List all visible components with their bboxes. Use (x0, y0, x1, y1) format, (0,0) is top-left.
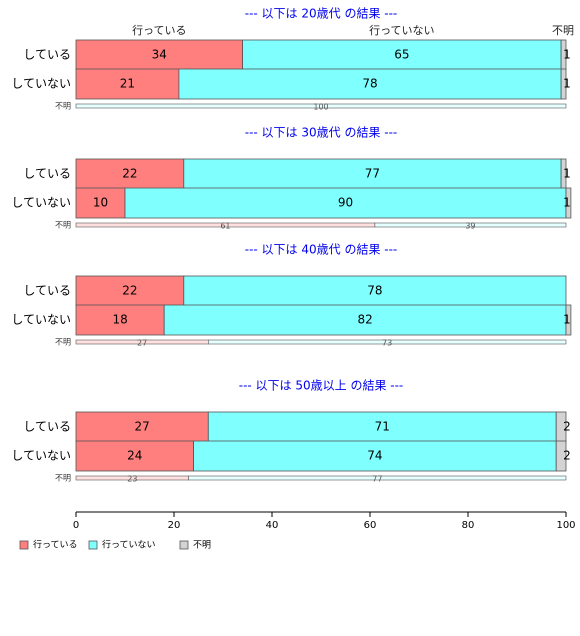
bar-label-1-1-0: 10 (93, 196, 108, 210)
bar-label-2-2-1: 73 (382, 339, 392, 348)
bar-segment-1-1-2 (565, 187, 572, 219)
row-label-0-2: 不明 (55, 102, 71, 111)
bar-label-0-1-0: 21 (120, 77, 135, 91)
bar-segment-0-0-0 (75, 39, 244, 71)
bar-label-1-1-2: 1 (563, 196, 571, 210)
bar-label-0-2-1: 100 (313, 103, 328, 112)
bar-label-3-1-2: 2 (563, 449, 571, 463)
bar-label-1-0-1: 77 (365, 167, 380, 181)
bar-label-3-1-1: 74 (367, 449, 382, 463)
column-header-0: 行っている (132, 24, 186, 37)
bar-label-1-2-0: 61 (220, 222, 230, 231)
panel-title-1: --- 以下は 30歳代 の結果 --- (245, 126, 398, 140)
x-tick-label-5: 100 (556, 520, 575, 531)
legend-label-2: 不明 (193, 540, 211, 551)
column-header-2: 不明 (552, 24, 574, 37)
bar-segment-0-2-1 (75, 103, 567, 109)
bar-segment-3-2-1 (188, 475, 567, 481)
bar-label-3-0-2: 2 (563, 420, 571, 434)
bar-segment-0-0-1 (242, 39, 562, 71)
x-tick-label-0: 0 (73, 520, 79, 531)
bar-segment-1-0-0 (75, 158, 185, 190)
bar-label-2-1-1: 82 (357, 313, 372, 327)
bar-segment-2-1-2 (565, 304, 572, 336)
x-tick-label-1: 20 (168, 520, 181, 531)
legend-swatch-1 (88, 540, 98, 550)
column-header-1: 行っていない (369, 24, 434, 37)
bar-segment-2-2-1 (208, 339, 567, 345)
panel-title-3: --- 以下は 50歳以上 の結果 --- (239, 379, 404, 393)
row-label-2-2: 不明 (55, 338, 71, 347)
row-label-1-0: している (23, 167, 71, 181)
row-label-2-1: していない (11, 313, 71, 327)
bar-segment-1-1-0 (75, 187, 126, 219)
row-label-0-1: していない (11, 77, 71, 91)
bar-segment-3-1-1 (193, 440, 557, 472)
bar-label-3-1-0: 24 (127, 449, 142, 463)
panel-title-2: --- 以下は 40歳代 の結果 --- (245, 243, 398, 257)
bar-label-3-2-1: 77 (372, 475, 382, 484)
bar-label-0-0-0: 34 (152, 48, 167, 62)
row-label-1-2: 不明 (55, 221, 71, 230)
x-tick-label-3: 60 (364, 520, 377, 531)
bar-label-2-2-0: 27 (137, 339, 147, 348)
bar-segment-3-0-1 (207, 411, 557, 443)
legend-label-1: 行っていない (102, 539, 156, 551)
panel-title-0: --- 以下は 20歳代 の結果 --- (245, 7, 398, 21)
bar-label-0-0-2: 1 (563, 48, 571, 62)
row-label-2-0: している (23, 284, 71, 298)
bar-label-1-0-2: 1 (563, 167, 571, 181)
bar-label-3-0-1: 71 (375, 420, 390, 434)
bar-segment-0-1-2 (560, 68, 567, 100)
row-label-3-0: している (23, 420, 71, 434)
x-tick-label-4: 80 (462, 520, 475, 531)
x-tick-label-2: 40 (266, 520, 279, 531)
bar-segment-2-1-1 (163, 304, 567, 336)
legend-swatch-2 (179, 540, 189, 550)
bar-label-1-2-1: 39 (465, 222, 475, 231)
bar-label-2-1-2: 1 (563, 313, 571, 327)
row-label-3-2: 不明 (55, 474, 71, 483)
bar-segment-3-1-0 (75, 440, 194, 472)
bar-label-3-2-0: 23 (127, 475, 137, 484)
bar-label-2-1-0: 18 (112, 313, 127, 327)
bar-label-0-0-1: 65 (394, 48, 409, 62)
legend-swatch-0 (19, 540, 29, 550)
row-label-1-1: していない (11, 196, 71, 210)
bar-segment-3-0-0 (75, 411, 209, 443)
bar-label-1-1-1: 90 (338, 196, 353, 210)
bar-segment-1-2-1 (374, 222, 567, 228)
bar-segment-2-1-0 (75, 304, 165, 336)
legend-label-0: 行っている (33, 539, 78, 551)
bar-label-3-0-0: 27 (135, 420, 150, 434)
row-label-3-1: していない (11, 449, 71, 463)
bar-label-1-0-0: 22 (122, 167, 137, 181)
bar-segment-1-0-1 (183, 158, 562, 190)
bar-segment-2-0-1 (183, 275, 567, 307)
row-label-0-0: している (23, 48, 71, 62)
bar-segment-1-1-1 (124, 187, 567, 219)
bar-label-0-1-2: 1 (563, 77, 571, 91)
bar-label-0-1-1: 78 (362, 77, 377, 91)
bar-label-2-0-1: 78 (367, 284, 382, 298)
bar-segment-3-1-2 (555, 440, 567, 472)
bar-label-2-0-0: 22 (122, 284, 137, 298)
